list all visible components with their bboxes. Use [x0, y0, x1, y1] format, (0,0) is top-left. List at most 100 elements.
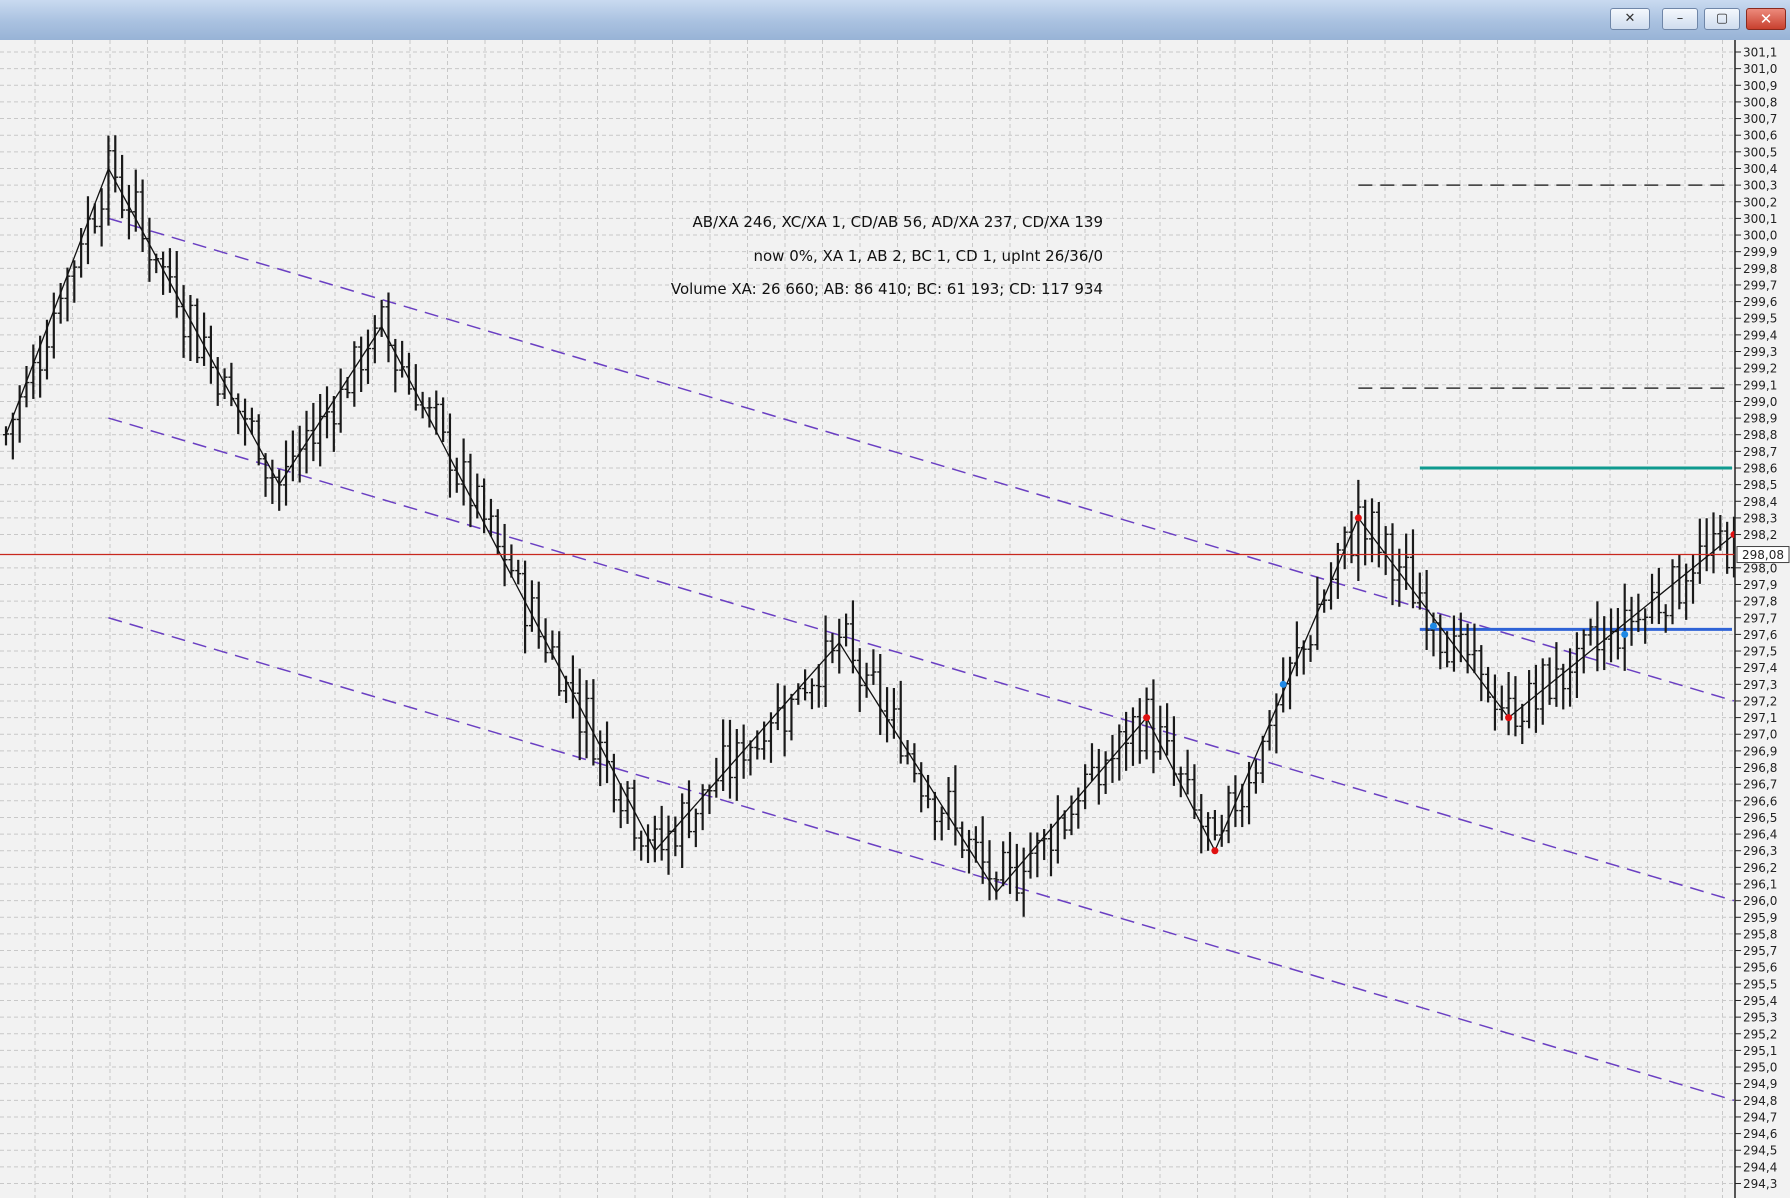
- price-bar: [1621, 583, 1628, 671]
- axis-tick-label: 295,1: [1743, 1044, 1777, 1058]
- price-bar: [1642, 608, 1649, 644]
- maximize-button[interactable]: ▢: [1704, 8, 1740, 30]
- axis-tick-label: 299,1: [1743, 378, 1777, 392]
- price-bar: [1020, 847, 1027, 917]
- axis-tick-label: 295,0: [1743, 1061, 1777, 1075]
- price-bar: [207, 325, 214, 384]
- price-bar: [808, 678, 815, 710]
- price-bar: [522, 560, 529, 654]
- axis-tick-label: 298,9: [1743, 412, 1777, 426]
- price-bar: [1061, 810, 1068, 840]
- grid: [0, 40, 1735, 1198]
- price-bar: [1082, 764, 1089, 810]
- axis-tick-label: 297,4: [1743, 661, 1777, 675]
- maximize-icon: ▢: [1715, 11, 1729, 26]
- axis-tick-label: 294,9: [1743, 1077, 1777, 1091]
- price-bar: [23, 365, 30, 408]
- price-axis-ticks: 301,1 301,0 300,9 300,8 300,7 300,6 300,5 300,4…: [1735, 46, 1790, 1191]
- axis-tick-label: 298,3: [1743, 511, 1777, 525]
- price-bar: [631, 779, 638, 851]
- price-bar: [1129, 707, 1136, 766]
- price-bar: [1259, 735, 1266, 784]
- price-bar: [344, 376, 351, 399]
- zigzag-polyline: [5, 166, 1735, 894]
- close-button[interactable]: ✕: [1746, 8, 1786, 30]
- axis-tick-label: 294,7: [1743, 1110, 1777, 1124]
- axis-tick-label: 295,2: [1743, 1027, 1777, 1041]
- axis-tick-label: 301,0: [1743, 62, 1777, 76]
- price-bar: [1478, 645, 1485, 702]
- tools-button[interactable]: ✕: [1610, 8, 1650, 30]
- axis-tick-label: 300,4: [1743, 162, 1777, 176]
- price-bar: [1116, 724, 1123, 781]
- price-bar: [849, 600, 856, 674]
- axis-tick-label: 299,6: [1743, 295, 1777, 309]
- price-bar: [802, 669, 809, 701]
- axis-tick-label: 299,0: [1743, 395, 1777, 409]
- axis-tick-label: 296,1: [1743, 878, 1777, 892]
- axis-tick-label: 300,2: [1743, 195, 1777, 209]
- price-bar: [371, 315, 378, 364]
- price-bar: [405, 352, 412, 395]
- price-bar: [1007, 832, 1014, 894]
- price-bar: [9, 412, 16, 460]
- price-chart[interactable]: AB/XA 246, XC/XA 1, CD/AB 56, AD/XA 237,…: [0, 40, 1790, 1198]
- price-bar: [187, 295, 194, 361]
- minimize-button[interactable]: –: [1662, 8, 1698, 30]
- current-price-label: 298,08: [1742, 548, 1784, 562]
- axis-tick-label: 300,0: [1743, 229, 1777, 243]
- axis-tick-label: 299,3: [1743, 345, 1777, 359]
- price-bar: [1416, 572, 1423, 610]
- axis-tick-label: 295,7: [1743, 944, 1777, 958]
- price-bar: [686, 780, 692, 839]
- price-bar: [1546, 657, 1553, 705]
- axis-tick-label: 299,8: [1743, 262, 1777, 276]
- price-axis[interactable]: [1735, 40, 1790, 1198]
- price-bar: [651, 815, 658, 863]
- trend-channel: [108, 217, 1735, 1102]
- price-bar: [1560, 663, 1567, 710]
- axis-tick-label: 300,8: [1743, 95, 1777, 109]
- price-bar: [979, 816, 986, 884]
- price-bar: [692, 808, 699, 848]
- pattern-point: [1143, 714, 1151, 722]
- price-bar: [248, 407, 255, 435]
- axis-tick-label: 296,5: [1743, 811, 1777, 825]
- axis-tick-label: 294,8: [1743, 1094, 1777, 1108]
- price-bar: [1334, 542, 1341, 599]
- price-bar: [986, 840, 993, 901]
- price-bar: [71, 260, 78, 303]
- axis-tick-label: 299,7: [1743, 278, 1777, 292]
- info-panel: AB/XA 246, XC/XA 1, CD/AB 56, AD/XA 237,…: [671, 213, 1103, 298]
- price-bar: [105, 135, 112, 226]
- price-bar: [1164, 703, 1171, 756]
- price-bar: [1102, 751, 1109, 794]
- axis-tick-label: 297,1: [1743, 711, 1777, 725]
- price-bar: [836, 618, 843, 674]
- price-bar: [132, 169, 139, 232]
- price-bar: [1075, 787, 1082, 829]
- pattern-point: [1354, 514, 1362, 522]
- axis-tick-label: 297,3: [1743, 678, 1777, 692]
- price-bar: [160, 251, 167, 295]
- axis-tick-label: 296,2: [1743, 861, 1777, 875]
- axis-tick-label: 298,8: [1743, 428, 1777, 442]
- price-bar: [638, 830, 645, 861]
- price-bar: [508, 544, 515, 578]
- axis-tick-label: 294,6: [1743, 1127, 1777, 1141]
- window-titlebar: ✕ – ▢ ✕: [0, 0, 1790, 41]
- price-bar: [843, 613, 850, 647]
- price-bar: [822, 615, 829, 707]
- tools-icon: ✕: [1624, 11, 1636, 26]
- price-bar: [351, 341, 358, 407]
- price-bar: [815, 664, 822, 708]
- price-bar: [166, 248, 173, 293]
- price-bar: [747, 740, 754, 776]
- price-bar: [1252, 759, 1259, 794]
- price-bar: [897, 680, 904, 764]
- axis-tick-label: 299,2: [1743, 362, 1777, 376]
- info-volume: Volume XA: 26 660; AB: 86 410; BC: 61 19…: [671, 280, 1103, 298]
- price-bar: [119, 154, 126, 219]
- price-bar: [699, 784, 706, 831]
- price-bar: [112, 135, 119, 193]
